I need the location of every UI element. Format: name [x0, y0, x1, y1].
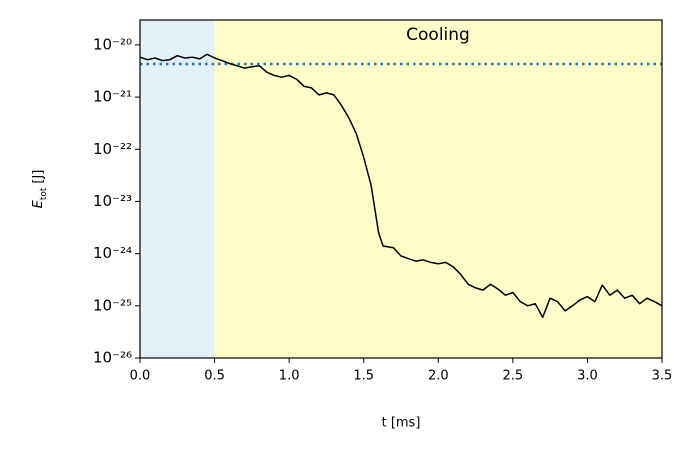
plot-frame: [139, 19, 663, 359]
y-label-subscript: tot: [39, 187, 49, 200]
data-line: [139, 53, 663, 319]
y-tick-label: 10⁻²⁰: [93, 35, 132, 53]
annotation: Cooling: [406, 25, 470, 45]
y-label-symbol: E: [31, 199, 46, 208]
y-tick-label: 10⁻²³: [93, 192, 132, 210]
x-tick-label: 3.5: [652, 369, 673, 384]
x-tick-label: 0.0: [130, 369, 151, 384]
x-tick-label: 2.0: [428, 369, 449, 384]
y-tick-label: 10⁻²⁵: [93, 296, 132, 314]
x-tick-label: 2.5: [503, 369, 524, 384]
y-axis-label: Etot [J]: [31, 170, 49, 209]
x-tick-label: 1.5: [353, 369, 374, 384]
regions: [140, 20, 663, 358]
y-label-unit: [J]: [31, 170, 46, 184]
region: [140, 20, 215, 358]
x-tick-label: 0.5: [204, 369, 225, 384]
y-tick-label: 10⁻²²: [93, 140, 132, 158]
region: [214, 20, 663, 358]
x-tick-label: 1.0: [279, 369, 300, 384]
y-tick-label: 10⁻²⁴: [93, 244, 132, 262]
x-tick-label: 3.0: [577, 369, 598, 384]
x-axis-label: t [ms]: [382, 416, 421, 431]
y-tick-label: 10⁻²⁶: [93, 349, 132, 367]
y-tick-label: 10⁻²¹: [93, 88, 132, 106]
